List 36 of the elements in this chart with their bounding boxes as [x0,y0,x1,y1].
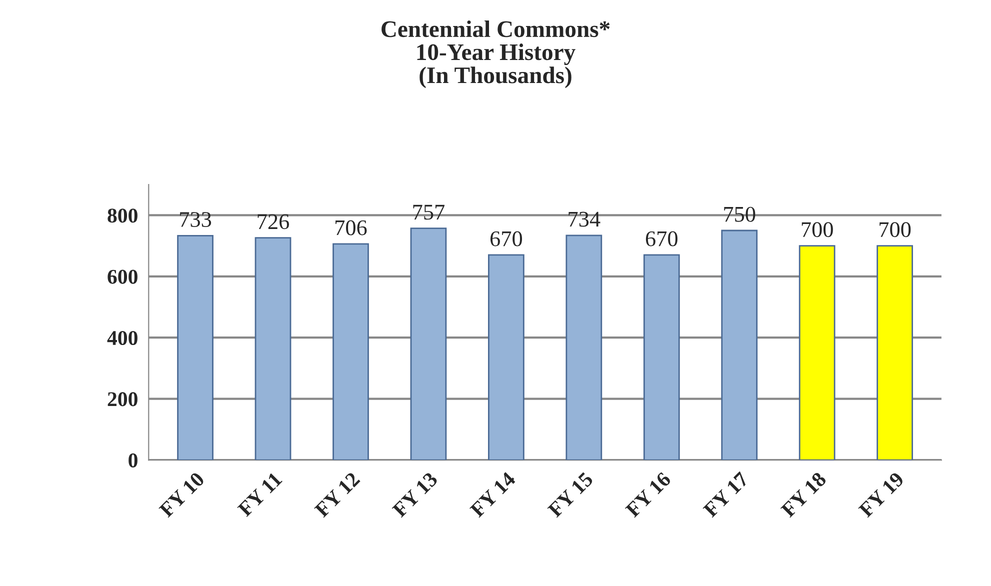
bar [177,235,214,460]
data-label: 757 [413,204,444,220]
y-tick-label: 600 [108,270,138,284]
bar [721,230,758,460]
x-tick-label: FY 18 [780,471,827,518]
bar [254,237,292,460]
data-label: 726 [258,214,290,230]
y-tick-label: 0 [128,453,138,468]
x-tick-label: FY 10 [158,471,206,518]
y-tick-label: 200 [108,392,138,406]
x-tick-label: FY 13 [392,471,438,518]
data-label: 750 [724,206,756,222]
x-tick-label: FY 11 [237,472,282,518]
x-tick-label: FY 16 [624,471,672,518]
data-label: 733 [180,212,212,228]
x-tick-label: FY 15 [547,471,594,518]
data-label: 706 [336,220,367,236]
data-label: 734 [568,212,600,227]
x-tick-label: FY 12 [314,472,360,518]
x-tick-label: FY 19 [858,471,905,518]
bar [876,245,913,460]
bar [332,243,369,460]
data-label: 700 [880,222,911,238]
y-tick-label: 800 [108,208,138,223]
bar [488,254,524,460]
bar [798,245,836,460]
chart-title: Centennial Commons* 10-Year History (In Thousands) [382,20,610,88]
x-tick-label: FY 17 [702,471,750,518]
bar [566,234,602,460]
data-label: 700 [802,222,833,238]
bar [410,228,447,460]
bar [643,254,680,460]
data-label: 670 [490,231,522,246]
y-tick-label: 400 [107,330,138,346]
x-tick-label: FY 14 [469,471,516,518]
data-label: 670 [646,231,678,246]
